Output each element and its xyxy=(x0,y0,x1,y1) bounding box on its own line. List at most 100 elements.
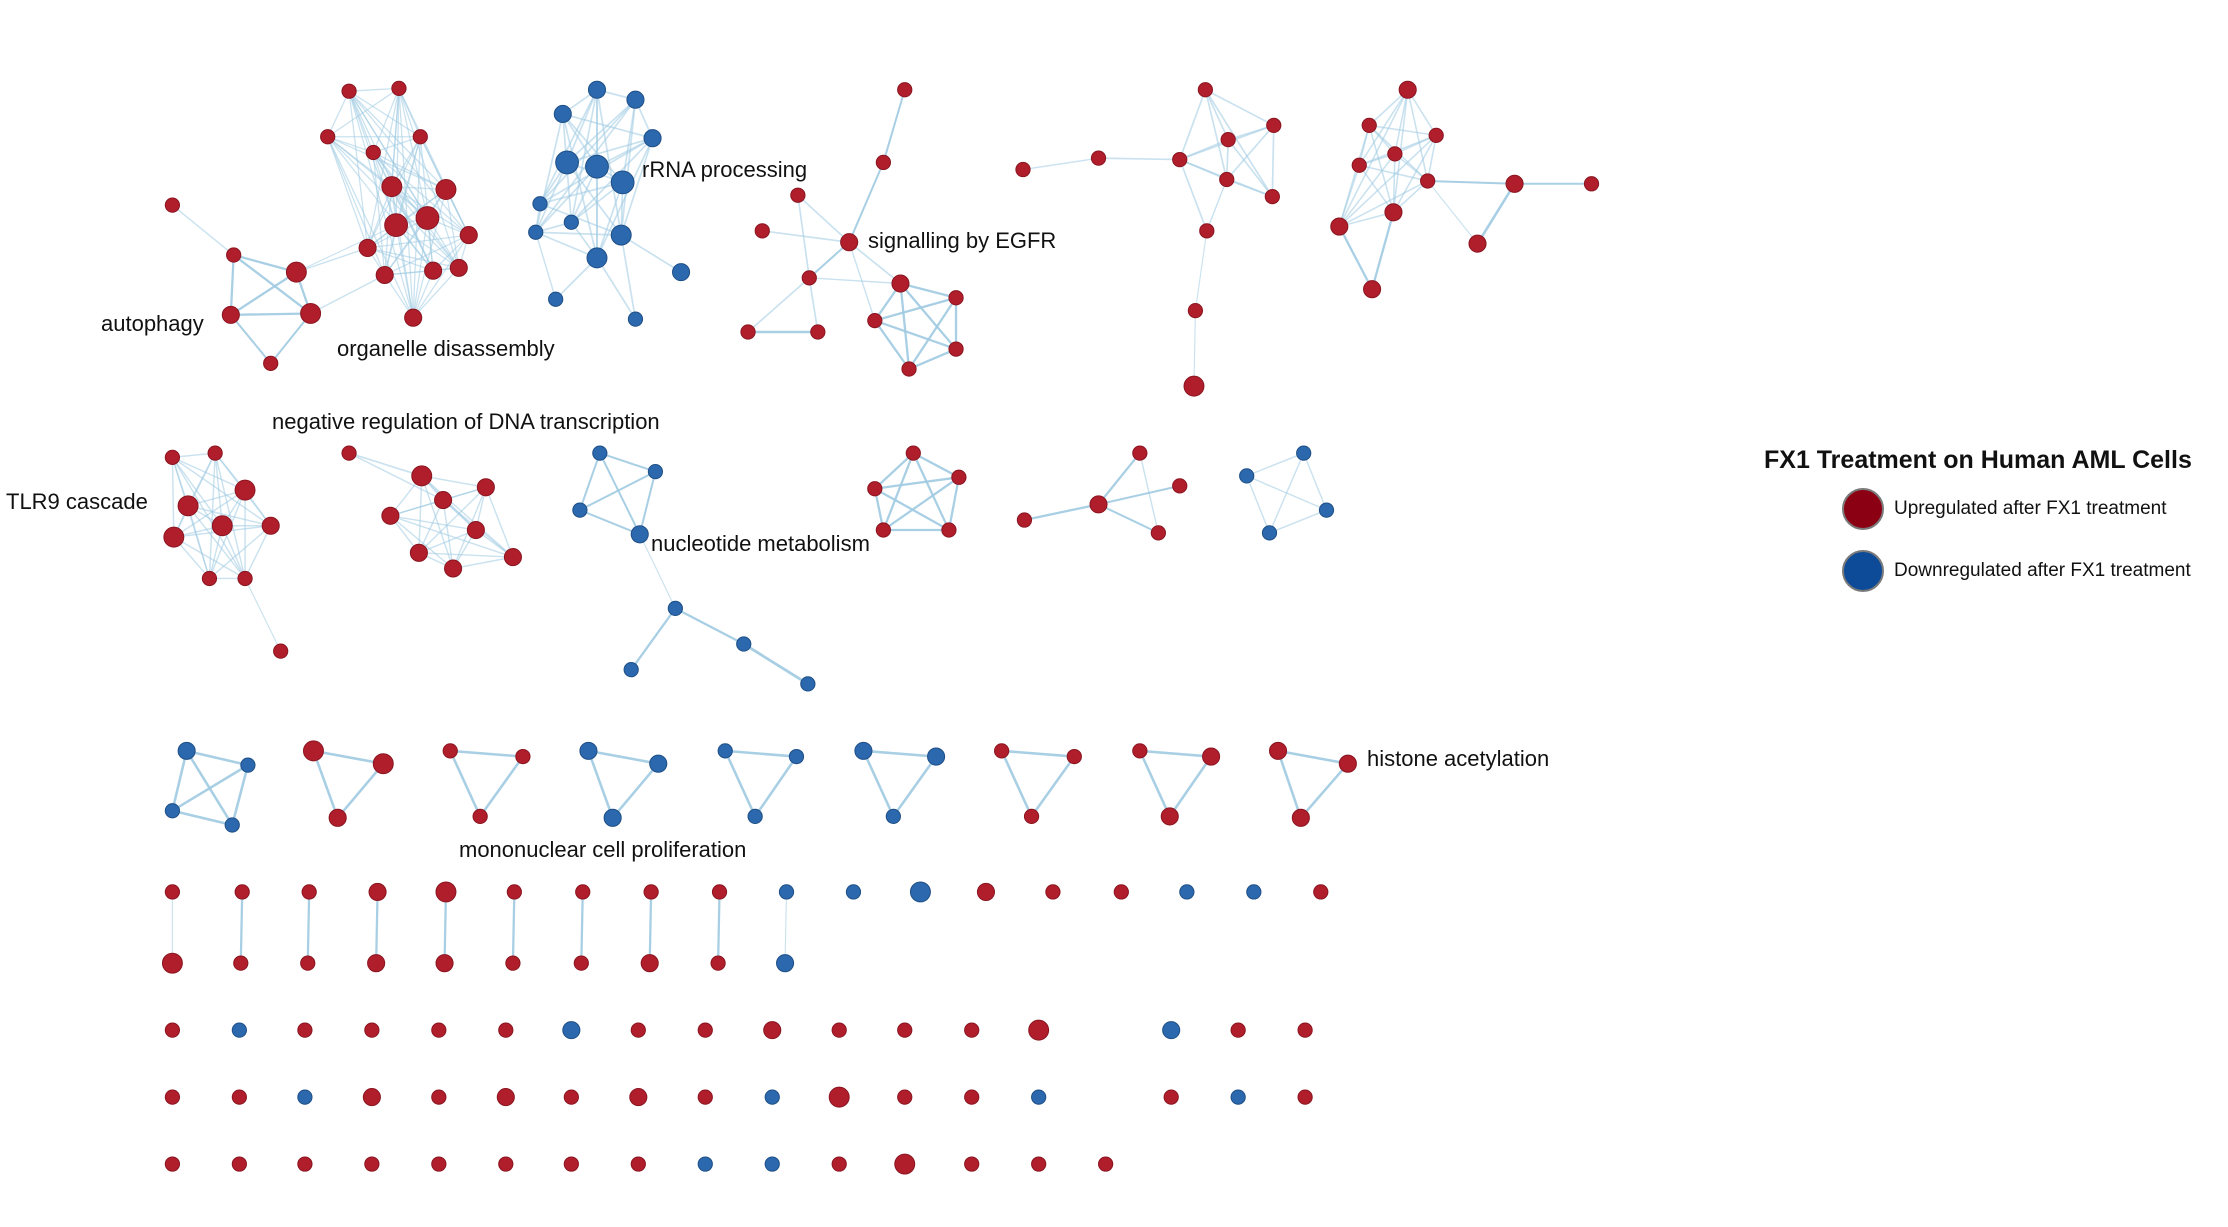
upregulated-node[interactable] xyxy=(643,884,659,900)
upregulated-node[interactable] xyxy=(161,952,183,974)
downregulated-node[interactable] xyxy=(1230,1089,1246,1105)
upregulated-node[interactable] xyxy=(404,308,423,327)
upregulated-node[interactable] xyxy=(630,1156,646,1172)
upregulated-node[interactable] xyxy=(964,1089,980,1105)
upregulated-node[interactable] xyxy=(1384,203,1403,222)
upregulated-node[interactable] xyxy=(300,302,322,324)
upregulated-node[interactable] xyxy=(237,570,253,587)
downregulated-node[interactable] xyxy=(224,817,240,833)
upregulated-node[interactable] xyxy=(411,465,433,487)
upregulated-node[interactable] xyxy=(897,1089,913,1105)
upregulated-node[interactable] xyxy=(563,1089,579,1105)
upregulated-node[interactable] xyxy=(297,1022,313,1038)
downregulated-node[interactable] xyxy=(1031,1089,1047,1105)
upregulated-node[interactable] xyxy=(1219,171,1235,188)
upregulated-node[interactable] xyxy=(498,1022,514,1038)
downregulated-node[interactable] xyxy=(776,954,795,973)
upregulated-node[interactable] xyxy=(300,955,316,971)
downregulated-node[interactable] xyxy=(626,90,645,109)
upregulated-node[interactable] xyxy=(697,1089,713,1105)
upregulated-node[interactable] xyxy=(164,197,181,213)
downregulated-node[interactable] xyxy=(1179,884,1195,900)
upregulated-node[interactable] xyxy=(875,522,891,538)
upregulated-node[interactable] xyxy=(1016,512,1033,528)
downregulated-node[interactable] xyxy=(854,741,873,760)
downregulated-node[interactable] xyxy=(885,808,901,825)
downregulated-node[interactable] xyxy=(563,214,579,230)
downregulated-node[interactable] xyxy=(697,1156,713,1172)
upregulated-node[interactable] xyxy=(365,144,381,161)
upregulated-node[interactable] xyxy=(1132,445,1148,461)
upregulated-node[interactable] xyxy=(1266,117,1282,134)
upregulated-node[interactable] xyxy=(1172,478,1188,494)
upregulated-node[interactable] xyxy=(207,445,223,461)
upregulated-node[interactable] xyxy=(328,808,347,827)
downregulated-node[interactable] xyxy=(603,808,622,827)
upregulated-node[interactable] xyxy=(840,233,859,252)
upregulated-node[interactable] xyxy=(1313,884,1329,900)
upregulated-node[interactable] xyxy=(297,1156,313,1172)
upregulated-node[interactable] xyxy=(362,1088,381,1107)
downregulated-node[interactable] xyxy=(548,291,564,307)
upregulated-node[interactable] xyxy=(201,570,218,587)
upregulated-node[interactable] xyxy=(1031,1156,1047,1172)
upregulated-node[interactable] xyxy=(164,1089,181,1105)
downregulated-node[interactable] xyxy=(1162,1021,1181,1040)
upregulated-node[interactable] xyxy=(226,247,242,263)
upregulated-node[interactable] xyxy=(1015,161,1031,178)
downregulated-node[interactable] xyxy=(562,1021,581,1040)
upregulated-node[interactable] xyxy=(810,324,826,340)
downregulated-node[interactable] xyxy=(1261,525,1278,541)
upregulated-node[interactable] xyxy=(368,882,387,901)
upregulated-node[interactable] xyxy=(1363,280,1382,299)
downregulated-node[interactable] xyxy=(572,502,588,518)
upregulated-node[interactable] xyxy=(496,1088,515,1107)
upregulated-node[interactable] xyxy=(1150,525,1166,541)
upregulated-node[interactable] xyxy=(431,1156,447,1172)
downregulated-node[interactable] xyxy=(778,884,795,900)
upregulated-node[interactable] xyxy=(763,1021,782,1040)
upregulated-node[interactable] xyxy=(573,955,589,971)
downregulated-node[interactable] xyxy=(555,150,579,175)
upregulated-node[interactable] xyxy=(1351,157,1367,173)
upregulated-node[interactable] xyxy=(263,355,279,371)
upregulated-node[interactable] xyxy=(629,1088,648,1107)
upregulated-node[interactable] xyxy=(164,1156,181,1172)
upregulated-node[interactable] xyxy=(375,265,394,285)
upregulated-node[interactable] xyxy=(801,270,817,286)
downregulated-node[interactable] xyxy=(764,1089,780,1105)
upregulated-node[interactable] xyxy=(1230,1022,1246,1038)
upregulated-node[interactable] xyxy=(459,226,478,245)
upregulated-node[interactable] xyxy=(472,808,488,825)
downregulated-node[interactable] xyxy=(672,263,691,282)
downregulated-node[interactable] xyxy=(623,662,639,678)
upregulated-node[interactable] xyxy=(234,479,256,501)
upregulated-node[interactable] xyxy=(891,274,910,293)
upregulated-node[interactable] xyxy=(424,261,443,280)
upregulated-node[interactable] xyxy=(211,515,233,537)
upregulated-node[interactable] xyxy=(233,955,249,971)
downregulated-node[interactable] xyxy=(747,808,763,825)
downregulated-node[interactable] xyxy=(177,741,196,760)
upregulated-node[interactable] xyxy=(831,1156,847,1172)
upregulated-node[interactable] xyxy=(897,1022,913,1038)
upregulated-node[interactable] xyxy=(164,449,181,465)
downregulated-node[interactable] xyxy=(610,224,632,246)
upregulated-node[interactable] xyxy=(391,80,407,96)
downregulated-node[interactable] xyxy=(579,741,598,760)
downregulated-node[interactable] xyxy=(585,154,609,179)
upregulated-node[interactable] xyxy=(1361,117,1377,134)
upregulated-node[interactable] xyxy=(994,743,1010,759)
upregulated-node[interactable] xyxy=(364,1022,380,1038)
upregulated-node[interactable] xyxy=(941,522,957,538)
upregulated-node[interactable] xyxy=(234,884,250,900)
upregulated-node[interactable] xyxy=(1428,127,1444,143)
downregulated-node[interactable] xyxy=(528,224,544,240)
upregulated-node[interactable] xyxy=(358,238,377,257)
downregulated-node[interactable] xyxy=(649,754,668,773)
downregulated-node[interactable] xyxy=(643,129,662,148)
downregulated-node[interactable] xyxy=(647,463,664,480)
upregulated-node[interactable] xyxy=(415,206,440,230)
upregulated-node[interactable] xyxy=(285,261,307,283)
upregulated-node[interactable] xyxy=(431,1089,447,1105)
